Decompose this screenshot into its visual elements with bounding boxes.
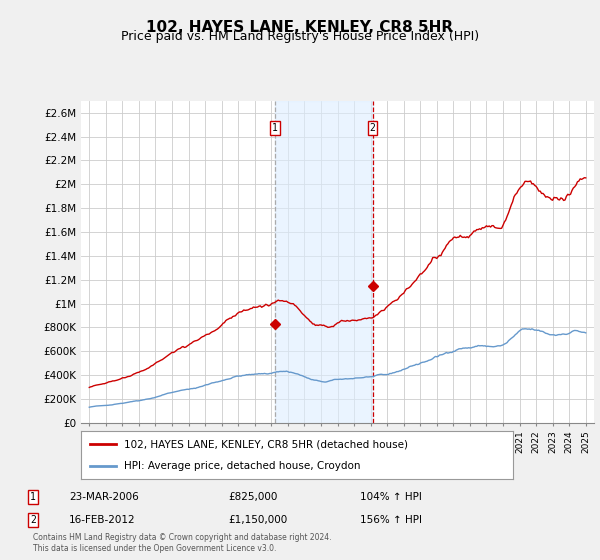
Text: 104% ↑ HPI: 104% ↑ HPI [360,492,422,502]
Bar [275,101,373,423]
Text: Contains HM Land Registry data © Crown copyright and database right 2024.
This d: Contains HM Land Registry data © Crown c… [33,533,331,553]
Text: 102, HAYES LANE, KENLEY, CR8 5HR (detached house): 102, HAYES LANE, KENLEY, CR8 5HR (detach… [124,439,408,449]
Text: 1: 1 [272,123,278,133]
Text: 102, HAYES LANE, KENLEY, CR8 5HR: 102, HAYES LANE, KENLEY, CR8 5HR [146,20,454,35]
Text: £1,150,000: £1,150,000 [228,515,287,525]
Text: 2: 2 [370,123,376,133]
Text: 1: 1 [30,492,36,502]
Text: 16-FEB-2012: 16-FEB-2012 [69,515,136,525]
Text: 2: 2 [30,515,36,525]
Text: Price paid vs. HM Land Registry's House Price Index (HPI): Price paid vs. HM Land Registry's House … [121,30,479,43]
Text: 23-MAR-2006: 23-MAR-2006 [69,492,139,502]
Text: 156% ↑ HPI: 156% ↑ HPI [360,515,422,525]
Text: HPI: Average price, detached house, Croydon: HPI: Average price, detached house, Croy… [124,461,361,471]
Text: £825,000: £825,000 [228,492,277,502]
